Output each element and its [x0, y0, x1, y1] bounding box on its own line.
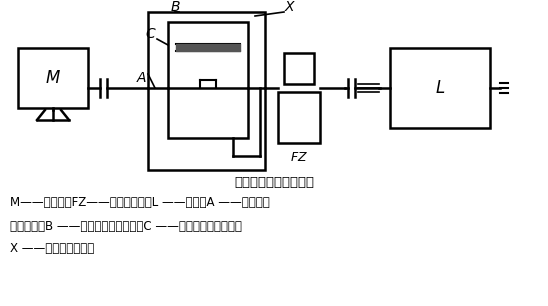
Bar: [278, 92, 320, 143]
Text: $M$: $M$: [45, 69, 61, 87]
Text: $X$: $X$: [284, 0, 296, 14]
Text: M——电动机，FZ——磁粉制动器，L ——负载，A ——差动轮系: M——电动机，FZ——磁粉制动器，L ——负载，A ——差动轮系: [10, 196, 270, 208]
Text: 可控缓冲启动系统组成: 可控缓冲启动系统组成: [234, 176, 314, 188]
Text: $L$: $L$: [435, 79, 445, 97]
Text: $A$: $A$: [136, 71, 147, 85]
Text: $B$: $B$: [170, 0, 180, 14]
Bar: [284, 53, 314, 84]
Text: X ——差动轮系的系杆: X ——差动轮系的系杆: [10, 241, 94, 255]
Bar: [148, 12, 265, 170]
Bar: [18, 48, 88, 108]
Bar: [390, 48, 490, 128]
Bar: [168, 22, 248, 138]
Text: $C$: $C$: [145, 27, 157, 41]
Text: $FZ$: $FZ$: [290, 151, 308, 164]
Text: 的中心轮，B ——差动轮系的内齿圈，C ——差动轮系的行星轮，: 的中心轮，B ——差动轮系的内齿圈，C ——差动轮系的行星轮，: [10, 219, 242, 233]
